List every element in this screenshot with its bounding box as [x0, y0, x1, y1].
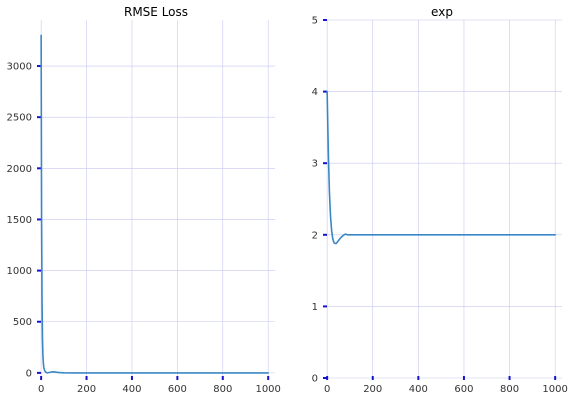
y-tick-label: 3 — [312, 159, 318, 170]
y-tick-mark — [37, 116, 41, 119]
y-tick-label: 4 — [312, 87, 318, 98]
x-tick-mark — [176, 376, 179, 380]
x-tick-mark — [40, 376, 43, 380]
y-tick-mark — [37, 371, 41, 374]
y-tick-label: 3000 — [7, 62, 32, 73]
y-tick-label: 0 — [312, 374, 318, 385]
x-tick-mark — [267, 376, 270, 380]
rmse-loss-panel: RMSE Loss 0 200 400 600 800 1000 0 500 1000 1500 2… — [7, 5, 281, 395]
exp-panel: exp 0 200 400 600 800 1000 0 1 2 3 4 5 — [312, 5, 568, 395]
x-tick-mark — [417, 376, 420, 380]
x-tick-mark — [221, 376, 224, 380]
y-tick-mark — [323, 19, 327, 21]
y-tick-mark — [323, 305, 327, 308]
x-tick-mark — [508, 376, 511, 380]
y-tick-label: 0 — [26, 368, 32, 379]
y-tick-label: 1 — [312, 302, 318, 313]
x-tick-label: 0 — [38, 384, 44, 395]
y-tick-mark — [37, 320, 41, 323]
x-tick-mark — [326, 376, 329, 380]
y-tick-label: 1000 — [7, 266, 32, 277]
x-tick-mark — [554, 376, 557, 380]
y-tick-label: 2 — [312, 230, 318, 241]
y-tick-mark — [323, 90, 327, 93]
x-tick-label: 400 — [122, 384, 141, 395]
x-tick-label: 1000 — [255, 384, 280, 395]
x-tick-label: 1000 — [542, 384, 567, 395]
grid — [326, 19, 562, 379]
y-tick-mark — [37, 218, 41, 221]
x-tick-mark — [371, 376, 374, 380]
y-tick-label: 500 — [13, 317, 32, 328]
y-tick-mark — [37, 269, 41, 272]
axis-ticks: 0 200 400 600 800 1000 0 1 2 3 4 5 — [312, 16, 568, 396]
panel-title: RMSE Loss — [124, 5, 188, 19]
x-tick-label: 0 — [324, 384, 330, 395]
y-tick-mark — [37, 65, 41, 68]
x-tick-label: 200 — [77, 384, 96, 395]
panel-title: exp — [431, 5, 453, 19]
y-tick-mark — [323, 233, 327, 236]
x-tick-label: 600 — [454, 384, 473, 395]
x-tick-label: 600 — [168, 384, 187, 395]
y-tick-mark — [37, 167, 41, 170]
x-tick-label: 400 — [409, 384, 428, 395]
y-tick-label: 5 — [312, 16, 318, 27]
series-line — [326, 90, 556, 245]
y-tick-label: 2500 — [7, 113, 32, 124]
x-tick-label: 800 — [213, 384, 232, 395]
x-tick-mark — [462, 376, 465, 380]
x-tick-label: 800 — [500, 384, 519, 395]
x-tick-mark — [85, 376, 88, 380]
y-tick-mark — [323, 162, 327, 165]
x-tick-label: 200 — [363, 384, 382, 395]
y-tick-mark — [323, 377, 327, 379]
x-tick-mark — [130, 376, 133, 380]
y-tick-label: 2000 — [7, 164, 32, 175]
y-tick-label: 1500 — [7, 215, 32, 226]
series-line — [40, 34, 269, 374]
axis-ticks: 0 200 400 600 800 1000 0 500 1000 1500 2000 2500 300… — [7, 62, 281, 395]
grid — [40, 20, 275, 378]
